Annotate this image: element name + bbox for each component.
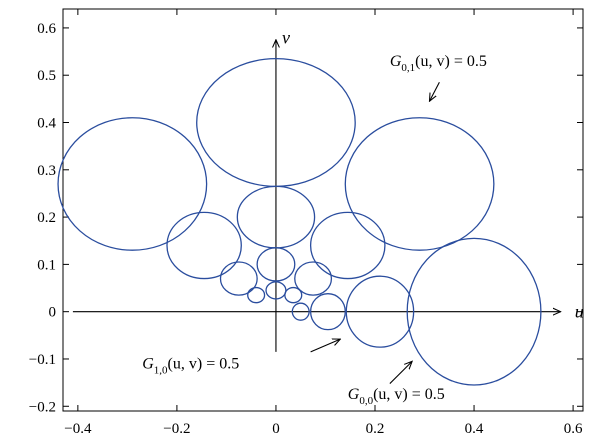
contour-ellipse xyxy=(406,237,542,386)
contour-ellipse xyxy=(309,293,346,331)
y-tick-label: 0.3 xyxy=(37,163,56,179)
annotation-arrow xyxy=(429,82,440,101)
x-tick-label: −0.2 xyxy=(163,421,190,437)
y-tick-label: 0.4 xyxy=(37,116,56,132)
annotation-arrow xyxy=(310,339,341,353)
x-tick-label: 0 xyxy=(272,421,280,437)
annotation-label: G0,0(u, v) = 0.5 xyxy=(348,386,445,407)
y-tick-label: 0.5 xyxy=(37,68,56,84)
contour-shapes xyxy=(57,58,542,386)
contour-ellipse xyxy=(309,211,386,280)
annotation-arrow xyxy=(389,361,412,384)
annotation-label: G0,1(u, v) = 0.5 xyxy=(390,53,487,74)
coordinate-axes: uv xyxy=(72,28,584,352)
annotations: G0,1(u, v) = 0.5 G1,0(u, v) = 0.5 G0,0(u, … xyxy=(142,53,487,407)
v-axis-label: v xyxy=(282,28,290,48)
x-tick-label: 0.6 xyxy=(564,421,583,437)
y-tick-label: −0.2 xyxy=(29,399,56,415)
contour-ellipse xyxy=(256,247,296,282)
contour-ellipse xyxy=(166,211,242,280)
x-tick-label: 0.2 xyxy=(366,421,385,437)
contour-ellipse xyxy=(291,302,310,321)
plot-frame xyxy=(62,8,584,412)
y-tick-label: 0.1 xyxy=(37,257,56,273)
contour-ellipse xyxy=(57,117,208,251)
x-tick-label: 0.4 xyxy=(465,421,484,437)
y-tick-label: 0 xyxy=(49,305,57,321)
y-tick-label: 0.6 xyxy=(37,21,56,37)
tick-labels: −0.4 −0.2 0 0.2 0.4 0.6 −0.2 −0.1 0 0.1 0.2 0.3 0.4 0… xyxy=(29,21,583,437)
u-axis-label: u xyxy=(575,302,584,322)
tick-marks xyxy=(63,9,583,411)
contour-ellipse xyxy=(247,286,266,304)
contour-ellipse xyxy=(219,261,258,296)
x-tick-label: −0.4 xyxy=(64,421,92,437)
y-tick-label: 0.2 xyxy=(37,210,56,226)
contour-ellipse xyxy=(344,117,495,251)
annotation-label: G1,0(u, v) = 0.5 xyxy=(142,355,239,376)
y-tick-label: −0.1 xyxy=(29,352,56,368)
contour-ellipse xyxy=(294,261,333,296)
contour-ellipse xyxy=(345,275,415,348)
contour-ellipse xyxy=(284,286,303,304)
